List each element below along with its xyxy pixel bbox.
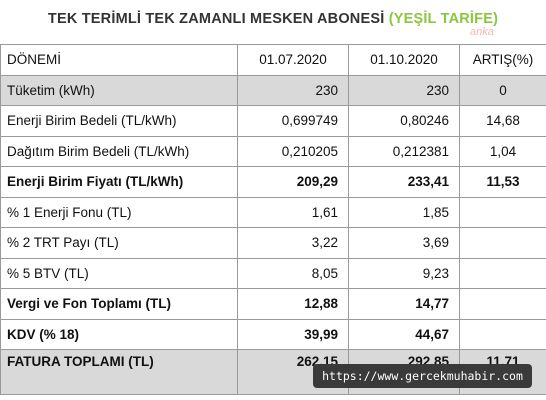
row-label: Vergi ve Fon Toplamı (TL) [0,288,238,320]
row-label: % 5 BTV (TL) [0,257,238,289]
tariff-table: DÖNEMİ 01.07.2020 01.10.2020 ARTIŞ(%) Tü… [0,44,546,395]
row-change [459,257,546,289]
row-value-oct: 9,23 [348,257,460,289]
row-value-oct: 0,212381 [348,135,460,167]
row-change [459,196,546,228]
table-row: Tüketim (kWh) 230 230 0 [0,74,546,106]
table-row: KDV (% 18) 39,99 44,67 [0,318,546,350]
row-change: 11,53 [459,166,546,198]
row-value-jul: 8,05 [237,257,349,289]
row-value-jul: 1,61 [237,196,349,228]
title-main: TEK TERİMLİ TEK ZAMANLI MESKEN ABONESİ [47,11,385,27]
row-label: KDV (% 18) [0,318,238,350]
row-label: % 2 TRT Payı (TL) [0,227,238,259]
row-change: 0 [459,74,546,106]
table-row: Enerji Birim Bedeli (TL/kWh) 0,699749 0,80… [0,105,546,137]
row-value-oct: 14,77 [348,288,460,320]
row-value-oct: 3,69 [348,227,460,259]
source-url-badge: https://www.gercekmuhabir.com [313,364,532,388]
row-value-oct: 0,80246 [348,105,460,137]
header-period: DÖNEMİ [0,44,238,76]
table-header-row: DÖNEMİ 01.07.2020 01.10.2020 ARTIŞ(%) [0,44,546,76]
row-value-oct: 233,41 [348,166,460,198]
table-row: % 1 Enerji Fonu (TL) 1,61 1,85 [0,196,546,228]
table-row: % 5 BTV (TL) 8,05 9,23 [0,257,546,289]
table-title: TEK TERİMLİ TEK ZAMANLI MESKEN ABONESİ (… [0,0,546,40]
header-change: ARTIŞ(%) [459,44,546,76]
watermark-text: anka [470,26,494,38]
row-value-jul: 12,88 [237,288,349,320]
row-label: Enerji Birim Fiyatı (TL/kWh) [0,166,238,198]
table-row: Dağıtım Birim Bedeli (TL/kWh) 0,210205 0,2… [0,135,546,167]
row-value-oct: 230 [348,74,460,106]
row-change [459,318,546,350]
row-label: Enerji Birim Bedeli (TL/kWh) [0,105,238,137]
header-date-2: 01.10.2020 [348,44,460,76]
row-value-jul: 209,29 [237,166,349,198]
table-row: Enerji Birim Fiyatı (TL/kWh) 209,29 233,41… [0,166,546,198]
row-label: Dağıtım Birim Bedeli (TL/kWh) [0,135,238,167]
row-change: 1,04 [459,135,546,167]
row-value-jul: 0,210205 [237,135,349,167]
row-change: 14,68 [459,105,546,137]
row-label: % 1 Enerji Fonu (TL) [0,196,238,228]
row-label: Tüketim (kWh) [0,74,238,106]
row-value-jul: 39,99 [237,318,349,350]
table-row: % 2 TRT Payı (TL) 3,22 3,69 [0,227,546,259]
row-change [459,227,546,259]
title-accent: (YEŞİL TARİFE) [388,11,499,27]
row-label: FATURA TOPLAMI (TL) [0,349,238,395]
row-value-jul: 3,22 [237,227,349,259]
row-value-oct: 44,67 [348,318,460,350]
table-row: Vergi ve Fon Toplamı (TL) 12,88 14,77 [0,288,546,320]
row-value-jul: 0,699749 [237,105,349,137]
row-value-jul: 230 [237,74,349,106]
header-date-1: 01.07.2020 [237,44,349,76]
row-value-oct: 1,85 [348,196,460,228]
row-change [459,288,546,320]
